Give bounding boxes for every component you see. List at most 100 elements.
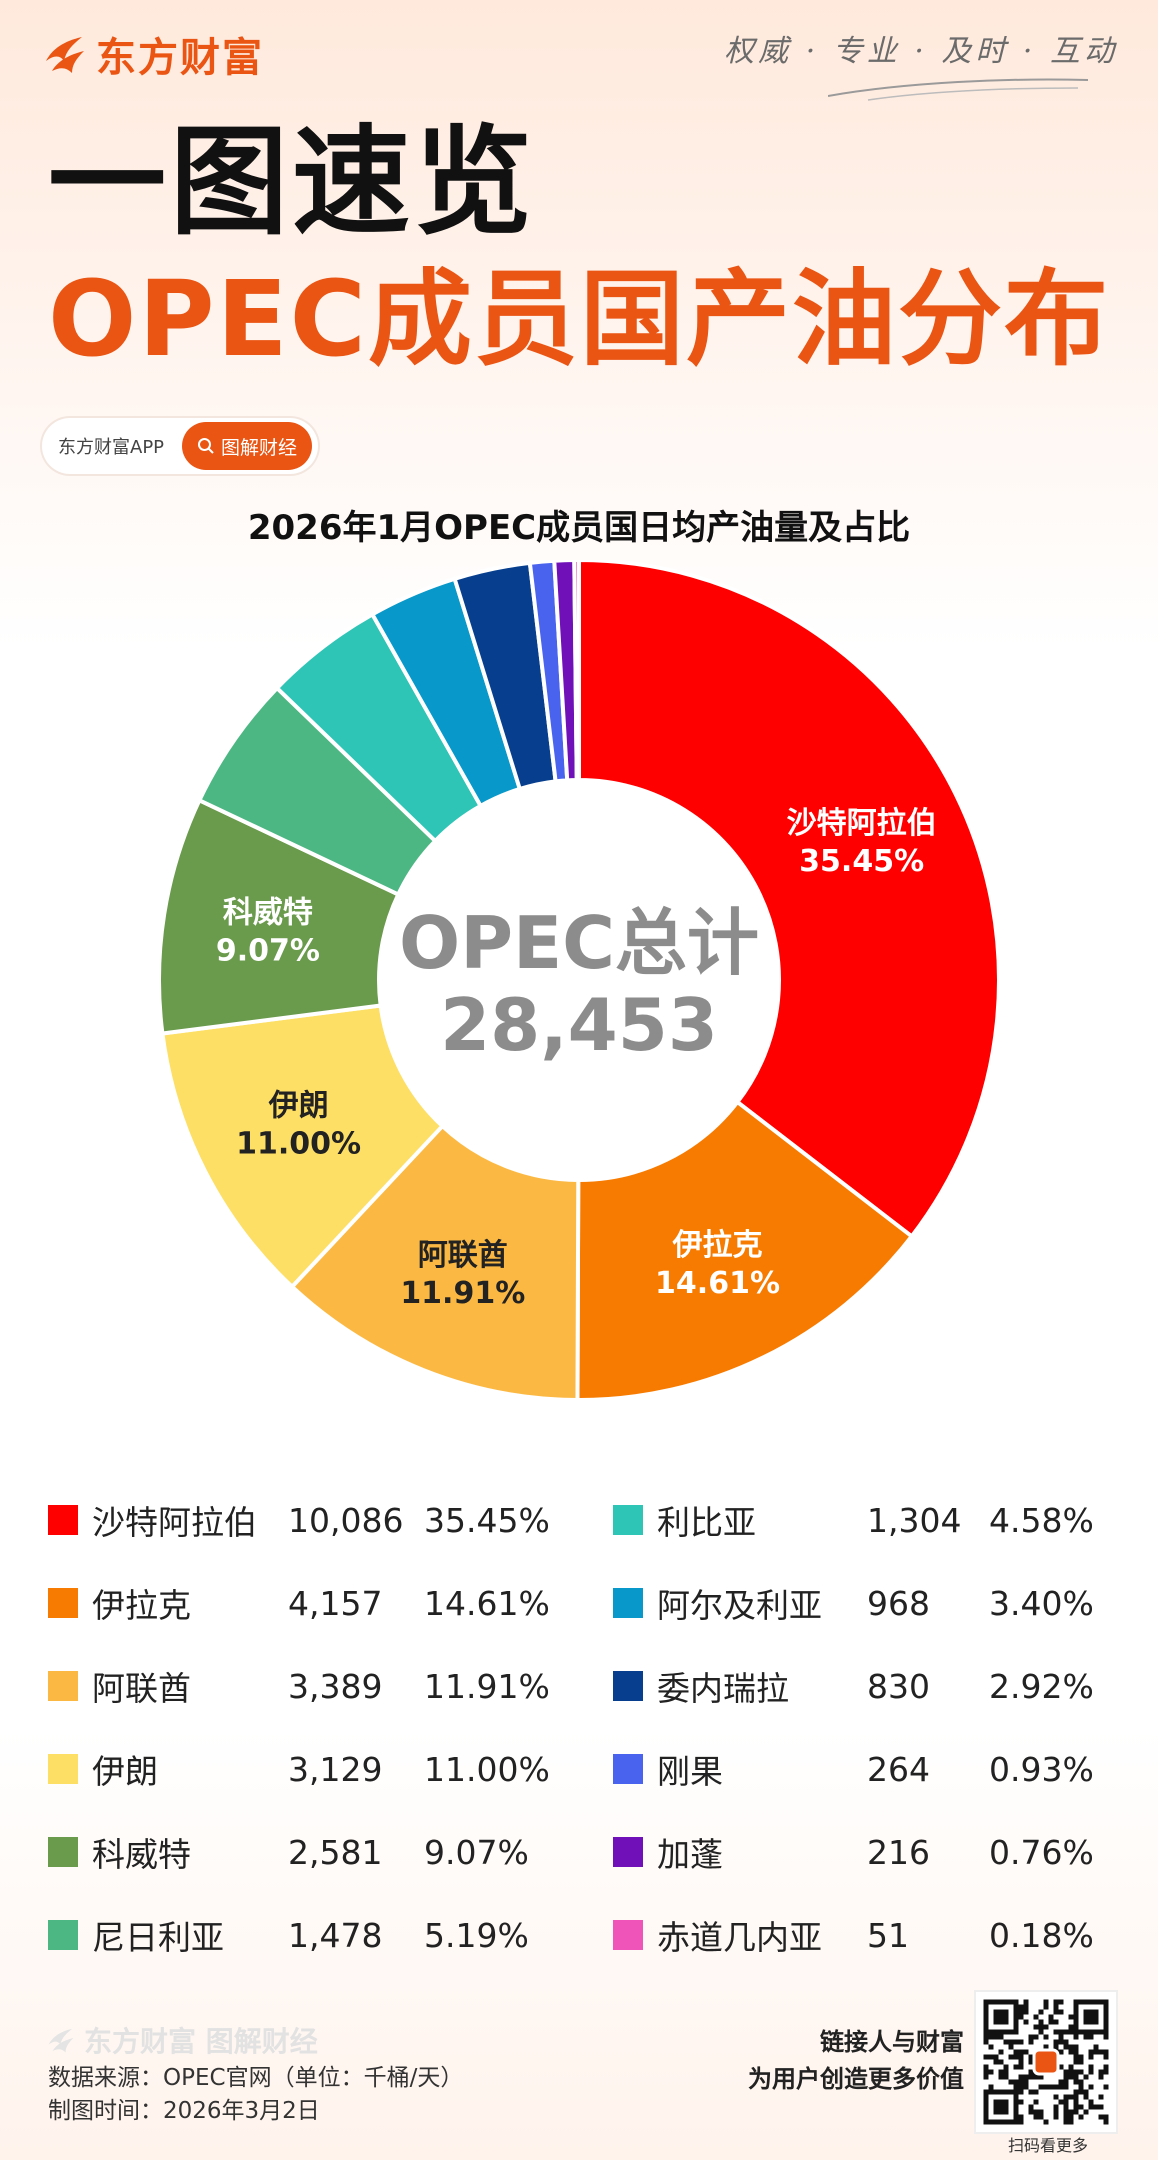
legend-name: 沙特阿拉伯 <box>92 1503 257 1542</box>
legend-item: 利比亚 1,304 4.58% <box>613 1490 1119 1550</box>
legend-item: 委内瑞拉 830 2.92% <box>613 1656 1119 1716</box>
legend-swatch <box>613 1837 643 1867</box>
legend-value: 51 <box>867 1915 909 1955</box>
flame-logo-icon <box>46 37 84 73</box>
legend-swatch <box>48 1505 78 1535</box>
qr-caption: 扫码看更多 <box>1007 2136 1088 2155</box>
legend-item: 刚果 264 0.93% <box>613 1739 1119 1799</box>
legend-percent: 0.76% <box>989 1832 1094 1872</box>
slice-percent-4: 9.07% <box>216 934 320 969</box>
legend-percent: 11.00% <box>424 1749 550 1789</box>
slice-percent-2: 11.91% <box>400 1276 525 1311</box>
legend-name: 委内瑞拉 <box>657 1669 789 1708</box>
chart-title: 2026年1月OPEC成员国日均产油量及占比 <box>247 508 911 548</box>
legend-item: 阿尔及利亚 968 3.40% <box>613 1573 1119 1633</box>
center-value: 28,453 <box>440 983 718 1067</box>
legend-swatch <box>613 1588 643 1618</box>
legend-name: 科威特 <box>92 1835 191 1874</box>
legend-item: 伊拉克 4,157 14.61% <box>48 1573 554 1633</box>
slice-label-0: 沙特阿拉伯 <box>787 806 937 841</box>
footer-brand: 东方财富 图解财经 <box>46 2020 318 2060</box>
slice-label-1: 伊拉克 <box>672 1228 763 1263</box>
center-label: OPEC总计 <box>399 901 759 985</box>
pie-slice-1 <box>575 1099 915 1402</box>
legend-value: 1,478 <box>288 1915 383 1955</box>
legend-swatch <box>613 1505 643 1535</box>
legend-value: 1,304 <box>867 1500 962 1540</box>
legend-swatch <box>48 1920 78 1950</box>
tagline: 链接人与财富 为用户创造更多价值 <box>748 2024 964 2098</box>
pie-slice-4 <box>157 797 401 1036</box>
slice-percent-0: 35.45% <box>799 844 924 879</box>
legend-percent: 14.61% <box>424 1583 550 1623</box>
tagline-2: 为用户创造更多价值 <box>748 2065 964 2094</box>
legend-value: 4,157 <box>288 1583 383 1623</box>
legend-item: 科威特 2,581 9.07% <box>48 1822 554 1882</box>
slice-label-2: 阿联酋 <box>418 1238 508 1273</box>
legend-name: 阿联酋 <box>92 1669 191 1708</box>
legend-name: 尼日利亚 <box>92 1918 224 1957</box>
legend-item: 伊朗 3,129 11.00% <box>48 1739 554 1799</box>
legend-name: 利比亚 <box>657 1503 756 1542</box>
legend-value: 3,129 <box>288 1749 383 1789</box>
legend-percent: 35.45% <box>424 1500 550 1540</box>
legend-percent: 9.07% <box>424 1832 529 1872</box>
slice-label-4: 科威特 <box>223 896 313 931</box>
legend-value: 2,581 <box>288 1832 383 1872</box>
legend-item: 加蓬 216 0.76% <box>613 1822 1119 1882</box>
legend-item: 沙特阿拉伯 10,086 35.45% <box>48 1490 554 1550</box>
brand-name: 东方财富 <box>96 35 264 81</box>
legend-name: 伊朗 <box>92 1752 158 1791</box>
legend-swatch <box>48 1754 78 1784</box>
legend-name: 加蓬 <box>657 1835 723 1874</box>
legend-name: 伊拉克 <box>92 1586 191 1625</box>
swoosh-decoration <box>828 78 1088 101</box>
brand-logo: 东方财富 <box>42 26 264 82</box>
slice-label-3: 伊朗 <box>268 1089 329 1124</box>
legend-percent: 5.19% <box>424 1915 529 1955</box>
legend-percent: 11.91% <box>424 1666 550 1706</box>
slice-percent-1: 14.61% <box>655 1266 780 1301</box>
tagline-1: 链接人与财富 <box>820 2028 964 2056</box>
footer-brand-text: 东方财富 图解财经 <box>84 2025 318 2058</box>
legend-value: 968 <box>867 1583 930 1623</box>
legend-percent: 3.40% <box>989 1583 1094 1623</box>
data-source: 数据来源：OPEC官网（单位：千桶/天） <box>48 2065 464 2091</box>
pie-slice-11 <box>572 560 581 783</box>
legend-name: 阿尔及利亚 <box>657 1586 822 1625</box>
legend-percent: 0.18% <box>989 1915 1094 1955</box>
flame-watermark-icon <box>48 2028 74 2053</box>
slogan: 权威 · 专业 · 及时 · 互动 <box>724 34 1118 69</box>
legend-item: 阿联酋 3,389 11.91% <box>48 1656 554 1716</box>
legend-swatch <box>48 1671 78 1701</box>
legend-swatch <box>48 1837 78 1867</box>
chart-date: 制图时间：2026年3月2日 <box>48 2098 320 2125</box>
pie-slice-3 <box>160 1003 446 1290</box>
legend-swatch <box>613 1920 643 1950</box>
legend-swatch <box>613 1754 643 1784</box>
legend-percent: 0.93% <box>989 1749 1094 1789</box>
search-icon <box>197 438 214 454</box>
qr-code[interactable] <box>974 1990 1118 2134</box>
legend-value: 216 <box>867 1832 930 1872</box>
legend-name: 刚果 <box>657 1752 723 1791</box>
legend-value: 3,389 <box>288 1666 383 1706</box>
slice-percent-3: 11.00% <box>236 1127 361 1162</box>
headline-title: 一图速览 <box>48 113 537 251</box>
legend-value: 10,086 <box>288 1500 404 1540</box>
headline-subtitle: OPEC成员国产油分布 <box>48 258 1111 380</box>
legend-item: 赤道几内亚 51 0.18% <box>613 1905 1119 1965</box>
legend-value: 830 <box>867 1666 930 1706</box>
pie-slice-0 <box>577 560 1001 1240</box>
app-pill[interactable]: 东方财富APP 图解财经 <box>42 418 318 474</box>
app-name: 东方财富APP <box>58 437 165 458</box>
source-note: 数据来源：OPEC官网（单位：千桶/天） 制图时间：2026年3月2日 <box>48 2062 463 2129</box>
legend-swatch <box>613 1671 643 1701</box>
legend-name: 赤道几内亚 <box>657 1918 822 1957</box>
legend-item: 尼日利亚 1,478 5.19% <box>48 1905 554 1965</box>
legend-value: 264 <box>867 1749 930 1789</box>
tag-button[interactable]: 图解财经 <box>182 422 312 470</box>
legend-percent: 4.58% <box>989 1500 1094 1540</box>
tag-label: 图解财经 <box>220 436 297 459</box>
